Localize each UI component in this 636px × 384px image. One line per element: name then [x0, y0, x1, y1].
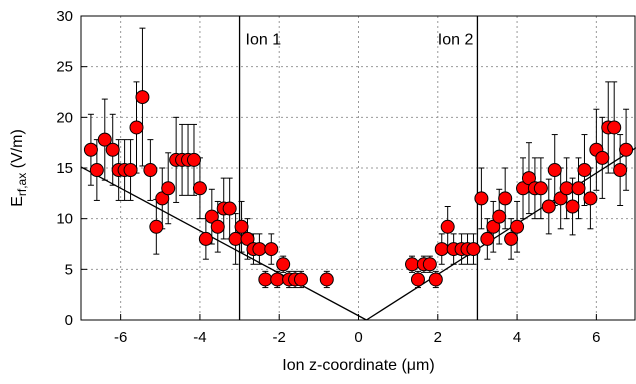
- data-point: [577, 163, 592, 178]
- data-point: [198, 231, 213, 246]
- data-point: [89, 163, 104, 178]
- data-point: [422, 257, 437, 272]
- data-point: [294, 272, 309, 287]
- ion-label: Ion 2: [438, 31, 474, 48]
- y-tick-label: 25: [56, 59, 73, 76]
- data-point: [559, 181, 574, 196]
- data-points: [83, 90, 634, 287]
- data-point: [222, 201, 237, 216]
- y-tick-label: 10: [56, 211, 73, 228]
- data-point: [123, 163, 138, 178]
- x-tick-label: 0: [354, 329, 362, 346]
- data-point: [270, 272, 285, 287]
- data-point: [186, 152, 201, 167]
- ion-position-lines: [238, 16, 479, 320]
- data-point: [129, 120, 144, 135]
- y-tick-label: 0: [65, 312, 73, 329]
- data-point: [210, 219, 225, 234]
- data-point: [607, 120, 622, 135]
- data-point: [565, 199, 580, 214]
- x-tick-label: -4: [193, 329, 206, 346]
- data-point: [258, 272, 273, 287]
- x-tick-label: 6: [592, 329, 600, 346]
- data-point: [192, 181, 207, 196]
- x-tick-label: -6: [114, 329, 127, 346]
- data-point: [234, 219, 249, 234]
- y-axis-title: Erf,ax (V/m): [9, 129, 29, 207]
- data-point: [410, 272, 425, 287]
- data-point: [613, 163, 628, 178]
- data-point: [434, 242, 449, 257]
- ticks: -6 -4 -2 0 2 4 6 0 5 10 15 20 25 30: [56, 8, 600, 346]
- data-point: [83, 142, 98, 157]
- x-tick-label: 2: [434, 329, 442, 346]
- data-point: [504, 231, 519, 246]
- data-point: [595, 150, 610, 165]
- data-point: [252, 242, 267, 257]
- data-point: [466, 242, 481, 257]
- data-point: [319, 272, 334, 287]
- data-point: [547, 163, 562, 178]
- data-point: [161, 181, 176, 196]
- data-point: [492, 209, 507, 224]
- data-point: [276, 257, 291, 272]
- fit-line: [366, 147, 636, 321]
- data-point: [135, 90, 150, 105]
- data-point: [619, 142, 634, 157]
- data-point: [149, 219, 164, 234]
- data-point: [583, 191, 598, 206]
- data-point: [405, 257, 420, 272]
- data-point: [105, 142, 120, 157]
- y-tick-label: 20: [56, 109, 73, 126]
- data-point: [533, 181, 548, 196]
- data-point: [498, 191, 513, 206]
- data-point: [510, 219, 525, 234]
- data-point: [541, 199, 556, 214]
- data-point: [264, 242, 279, 257]
- data-point: [480, 231, 495, 246]
- annotations: Ion 1 Ion 2: [246, 31, 474, 48]
- y-tick-label: 15: [56, 160, 73, 177]
- fit-line: [80, 166, 367, 321]
- x-tick-label: -2: [273, 329, 286, 346]
- data-point: [143, 163, 158, 178]
- data-point: [228, 231, 243, 246]
- data-point: [97, 132, 112, 147]
- data-point: [428, 272, 443, 287]
- data-point: [440, 219, 455, 234]
- y-axis-title-sub: rf,ax: [15, 173, 29, 196]
- y-axis-title-main: E: [9, 196, 26, 207]
- ion-label: Ion 1: [246, 31, 282, 48]
- x-tick-label: 4: [513, 329, 521, 346]
- y-tick-label: 30: [56, 8, 73, 25]
- y-axis-title-rest: (V/m): [9, 129, 26, 173]
- data-point: [571, 181, 586, 196]
- fit-lines: [80, 147, 636, 321]
- y-tick-label: 5: [65, 261, 73, 278]
- data-point: [474, 191, 489, 206]
- x-axis-title: Ion z-coordinate (μm): [282, 357, 434, 374]
